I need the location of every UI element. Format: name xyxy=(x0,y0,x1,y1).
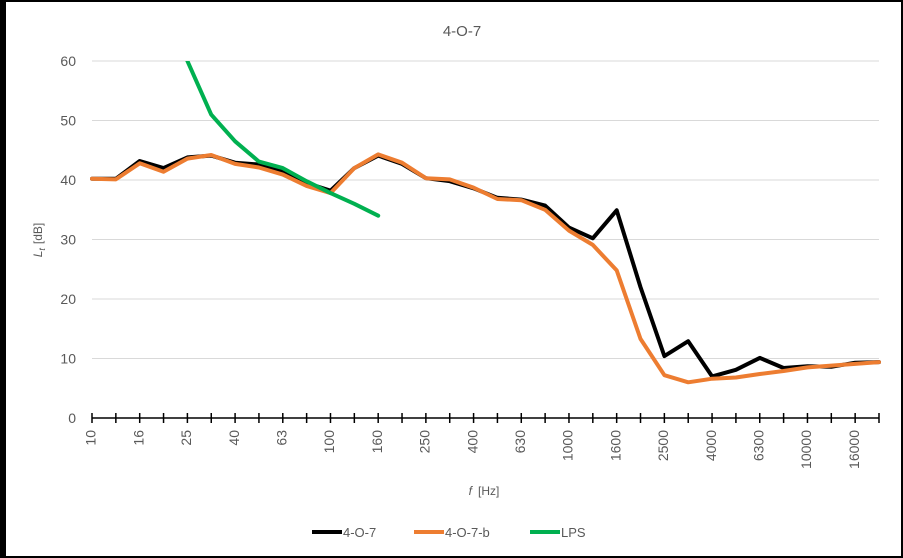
legend-label: 4-O-7 xyxy=(343,525,376,540)
y-axis-symbol: L xyxy=(31,251,45,258)
x-tick-label: 16000 xyxy=(846,430,862,469)
x-tick-label: 400 xyxy=(464,430,480,454)
y-tick-label: 60 xyxy=(60,53,76,69)
y-axis-unit: [dB] xyxy=(31,223,45,244)
grid xyxy=(92,60,879,359)
y-tick-label: 40 xyxy=(60,172,76,188)
x-tick-label: 40 xyxy=(226,430,242,446)
y-tick-label: 10 xyxy=(60,351,76,367)
x-tick-label: 100 xyxy=(321,430,337,454)
y-tick-label: 30 xyxy=(60,232,76,248)
y-axis-title: Lt [dB] xyxy=(31,223,47,258)
series-lines xyxy=(90,61,881,385)
x-tick-label: 25 xyxy=(178,430,194,446)
y-tick-label: 0 xyxy=(68,410,76,426)
x-tick-label: 10 xyxy=(83,430,99,446)
y-axis-symbol-sub: t xyxy=(37,248,47,251)
legend: 4-O-7 4-O-7-b LPS xyxy=(312,525,586,540)
x-axis-unit: [Hz] xyxy=(478,484,499,498)
y-tick-label: 50 xyxy=(60,113,76,129)
legend-label: 4-O-7-b xyxy=(445,525,490,540)
x-tick-label: 6300 xyxy=(750,430,766,461)
x-tick-label: 1000 xyxy=(560,430,576,461)
x-tick-label: 2500 xyxy=(655,430,671,461)
series-line-2 xyxy=(90,152,881,385)
legend-label: LPS xyxy=(561,525,586,540)
x-tick-label: 160 xyxy=(369,430,385,454)
x-axis-symbol: f xyxy=(469,484,474,498)
x-tick-label: 630 xyxy=(512,430,528,454)
x-axis-title: f [Hz] xyxy=(469,484,500,498)
x-tick-label: 63 xyxy=(273,430,289,446)
x-tick-label: 1600 xyxy=(607,430,623,461)
y-axis: 0 10 20 30 40 50 60 xyxy=(60,53,76,426)
x-tick-label: 4000 xyxy=(703,430,719,461)
x-tick-label: 16 xyxy=(130,430,146,446)
x-axis: 10 16 25 40 63 100 160 250 400 630 1000 1600 2500 400… xyxy=(83,413,880,469)
series-line-1 xyxy=(90,153,881,379)
x-tick-label: 250 xyxy=(417,430,433,454)
x-tick-label: 10000 xyxy=(798,430,814,469)
series-line-3 xyxy=(185,61,381,218)
chart-title: 4-O-7 xyxy=(443,23,481,40)
y-tick-label: 20 xyxy=(60,291,76,307)
